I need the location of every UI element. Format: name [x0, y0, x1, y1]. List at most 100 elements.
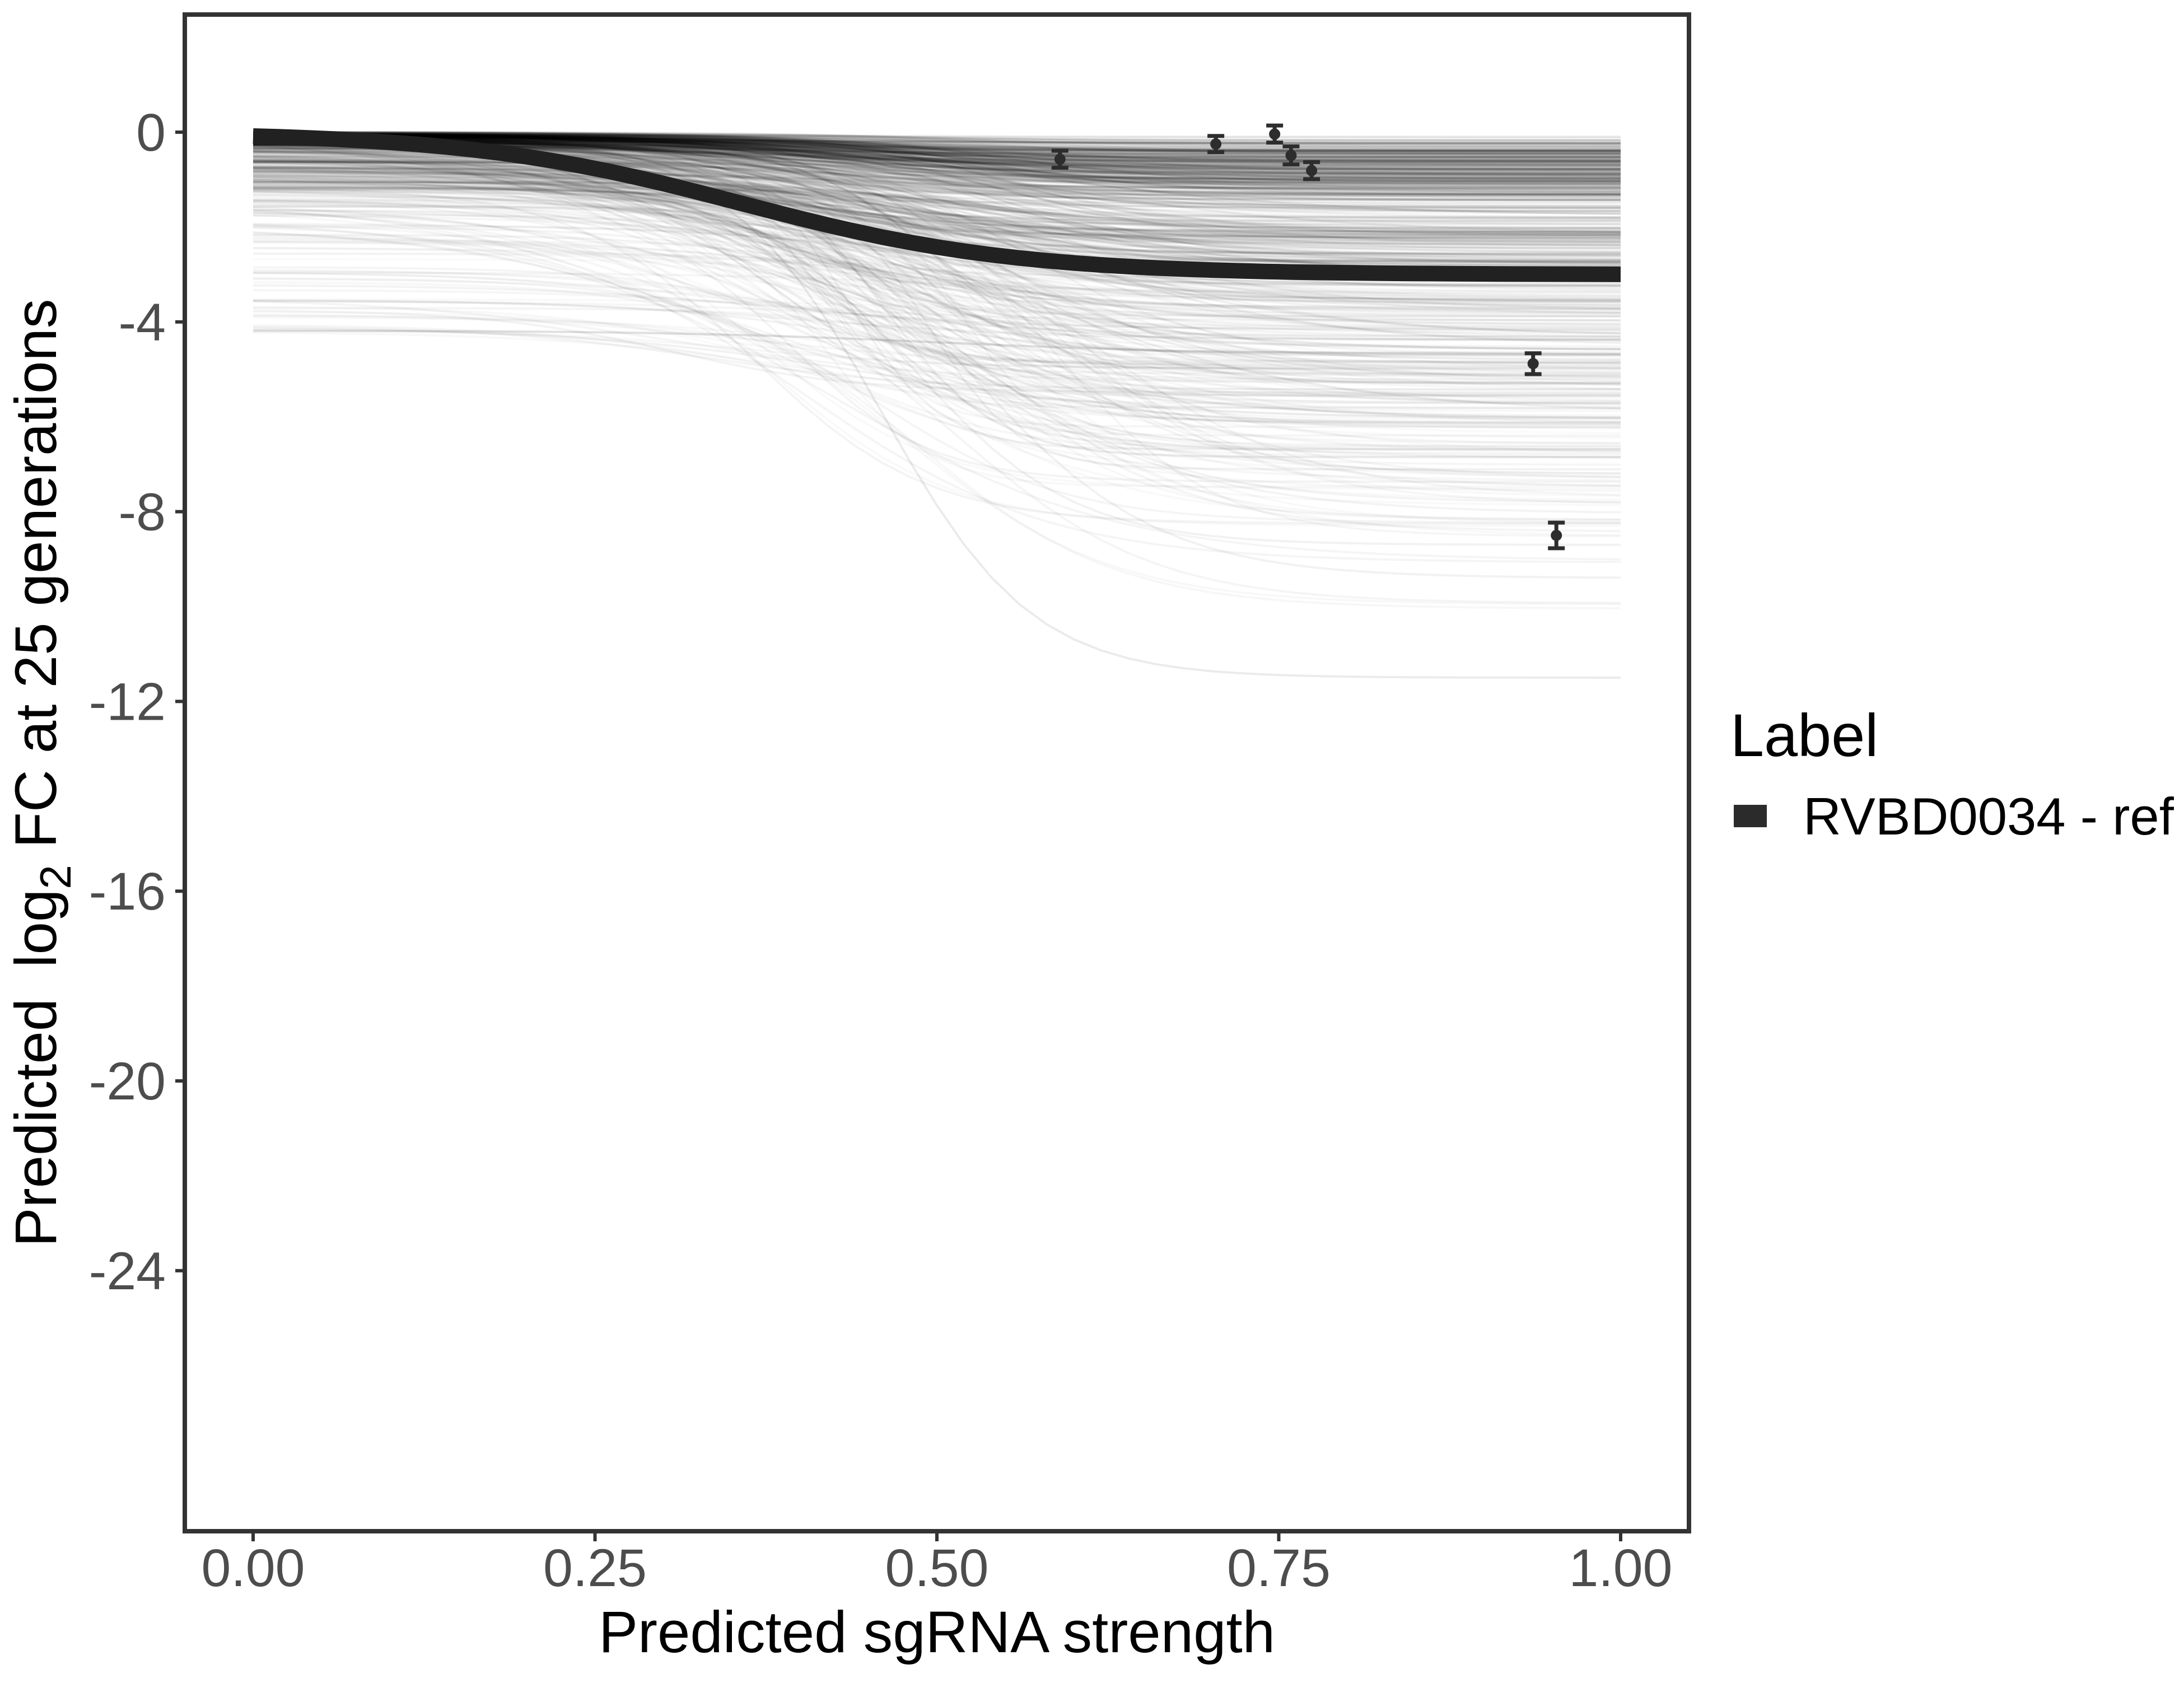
ensemble-curve: [253, 160, 1621, 196]
x-tick-label: 0.00: [202, 1539, 305, 1598]
ensemble-curve: [253, 132, 1621, 251]
ensemble-curve: [253, 154, 1621, 249]
ensemble-curve: [253, 134, 1621, 170]
ensemble-curve: [253, 166, 1621, 209]
point-marker: [1285, 150, 1297, 161]
ensemble-curve: [253, 141, 1621, 188]
ensemble-curve: [253, 141, 1621, 155]
ensemble-curve: [253, 194, 1621, 410]
ensemble-curve: [253, 199, 1621, 380]
ensemble-curve: [253, 299, 1621, 341]
ensemble-curve: [253, 139, 1621, 146]
ensemble-curve: [253, 144, 1621, 315]
y-tick-label: -12: [89, 672, 166, 731]
ensemble-curve: [253, 136, 1621, 172]
x-tick-label: 0.25: [543, 1539, 647, 1598]
ensemble-curve: [253, 133, 1621, 165]
ensemble-curve: [253, 144, 1621, 365]
ensemble-curve: [253, 141, 1621, 154]
legend-key-ref-line: [1734, 805, 1767, 827]
ensemble-curve: [253, 159, 1621, 243]
ensemble-curve: [253, 326, 1621, 391]
ensemble-curve: [253, 132, 1621, 185]
ensemble-curve: [253, 171, 1621, 218]
ensemble-curve: [253, 133, 1621, 207]
ensemble-curve: [253, 284, 1621, 331]
ensemble-curve: [253, 134, 1621, 212]
ensemble-curve: [253, 187, 1621, 525]
ensemble-curve: [253, 140, 1621, 151]
ensemble-curve: [253, 309, 1621, 394]
ensemble-curve: [253, 182, 1621, 375]
ensemble-curve: [253, 161, 1621, 237]
ensemble-curve: [253, 237, 1621, 314]
ensemble-curve: [253, 136, 1621, 182]
ensemble-curve: [253, 135, 1621, 192]
ensemble-curve: [253, 209, 1621, 483]
ensemble-curve: [253, 180, 1621, 351]
ensemble-curve: [253, 138, 1621, 189]
ensemble-curve: [253, 160, 1621, 264]
ensemble-curve: [253, 138, 1621, 170]
y-tick-label: -8: [119, 483, 166, 542]
point-marker: [1210, 138, 1222, 150]
ensemble-curve: [253, 167, 1621, 222]
ensemble-curve: [253, 166, 1621, 208]
ensemble-curve: [253, 134, 1621, 147]
ensemble-curve: [253, 156, 1621, 287]
ensemble-curve: [253, 246, 1621, 307]
ensemble-curve: [253, 140, 1621, 195]
ensemble-curve: [253, 277, 1621, 524]
ensemble-curve: [253, 158, 1621, 354]
ensemble-curve: [253, 199, 1621, 318]
ensemble-curve: [253, 175, 1621, 236]
ensemble-curve: [253, 139, 1621, 196]
ensemble-curve: [253, 327, 1621, 419]
ensemble-curve: [253, 134, 1621, 201]
ensemble-curve: [253, 134, 1621, 445]
ensemble-curve: [253, 132, 1621, 175]
ensemble-curve: [253, 134, 1621, 162]
ensemble-curve: [253, 133, 1621, 160]
data-point: [1266, 123, 1284, 145]
ensemble-curve: [253, 140, 1621, 151]
ensemble-curve: [253, 138, 1621, 163]
ensemble-curve: [253, 136, 1621, 234]
ensemble-curve: [253, 141, 1621, 174]
ensemble-curve: [253, 188, 1621, 450]
ensemble-curve: [253, 133, 1621, 166]
ensemble-curve: [253, 226, 1621, 563]
ensemble-curve: [253, 138, 1621, 178]
ensemble-curve: [253, 197, 1621, 397]
ensemble-curve: [253, 176, 1621, 236]
ensemble-curve: [253, 133, 1621, 180]
data-points-layer: [1051, 123, 1565, 551]
ensemble-curve: [253, 135, 1621, 341]
ensemble-curve: [253, 136, 1621, 179]
ensemble-curve: [253, 136, 1621, 171]
ensemble-curve: [253, 131, 1621, 176]
y-tick-label: 0: [136, 103, 166, 162]
ensemble-curve: [253, 133, 1621, 183]
ensemble-curve: [253, 132, 1621, 152]
ensemble-curve: [253, 191, 1621, 386]
legend: Label RVBD0034 - ref: [1730, 701, 2174, 846]
ensemble-curve: [253, 131, 1621, 185]
ensemble-curve: [253, 139, 1621, 167]
y-tick-label: -24: [89, 1242, 166, 1301]
point-marker: [1054, 153, 1066, 165]
ensemble-curve: [253, 155, 1621, 193]
ensemble-curve: [253, 133, 1621, 159]
ensemble-curve: [253, 137, 1621, 186]
ensemble-curve: [253, 136, 1621, 149]
ensemble-curve: [253, 133, 1621, 190]
ensemble-curve: [253, 138, 1621, 178]
ensemble-curve: [253, 137, 1621, 157]
ensemble-curve: [253, 132, 1621, 175]
ensemble-curve: [253, 132, 1621, 139]
ensemble-curve: [253, 139, 1621, 158]
ensemble-curve: [253, 136, 1621, 171]
ensemble-curve: [253, 157, 1621, 300]
ensemble-curve: [253, 199, 1621, 404]
